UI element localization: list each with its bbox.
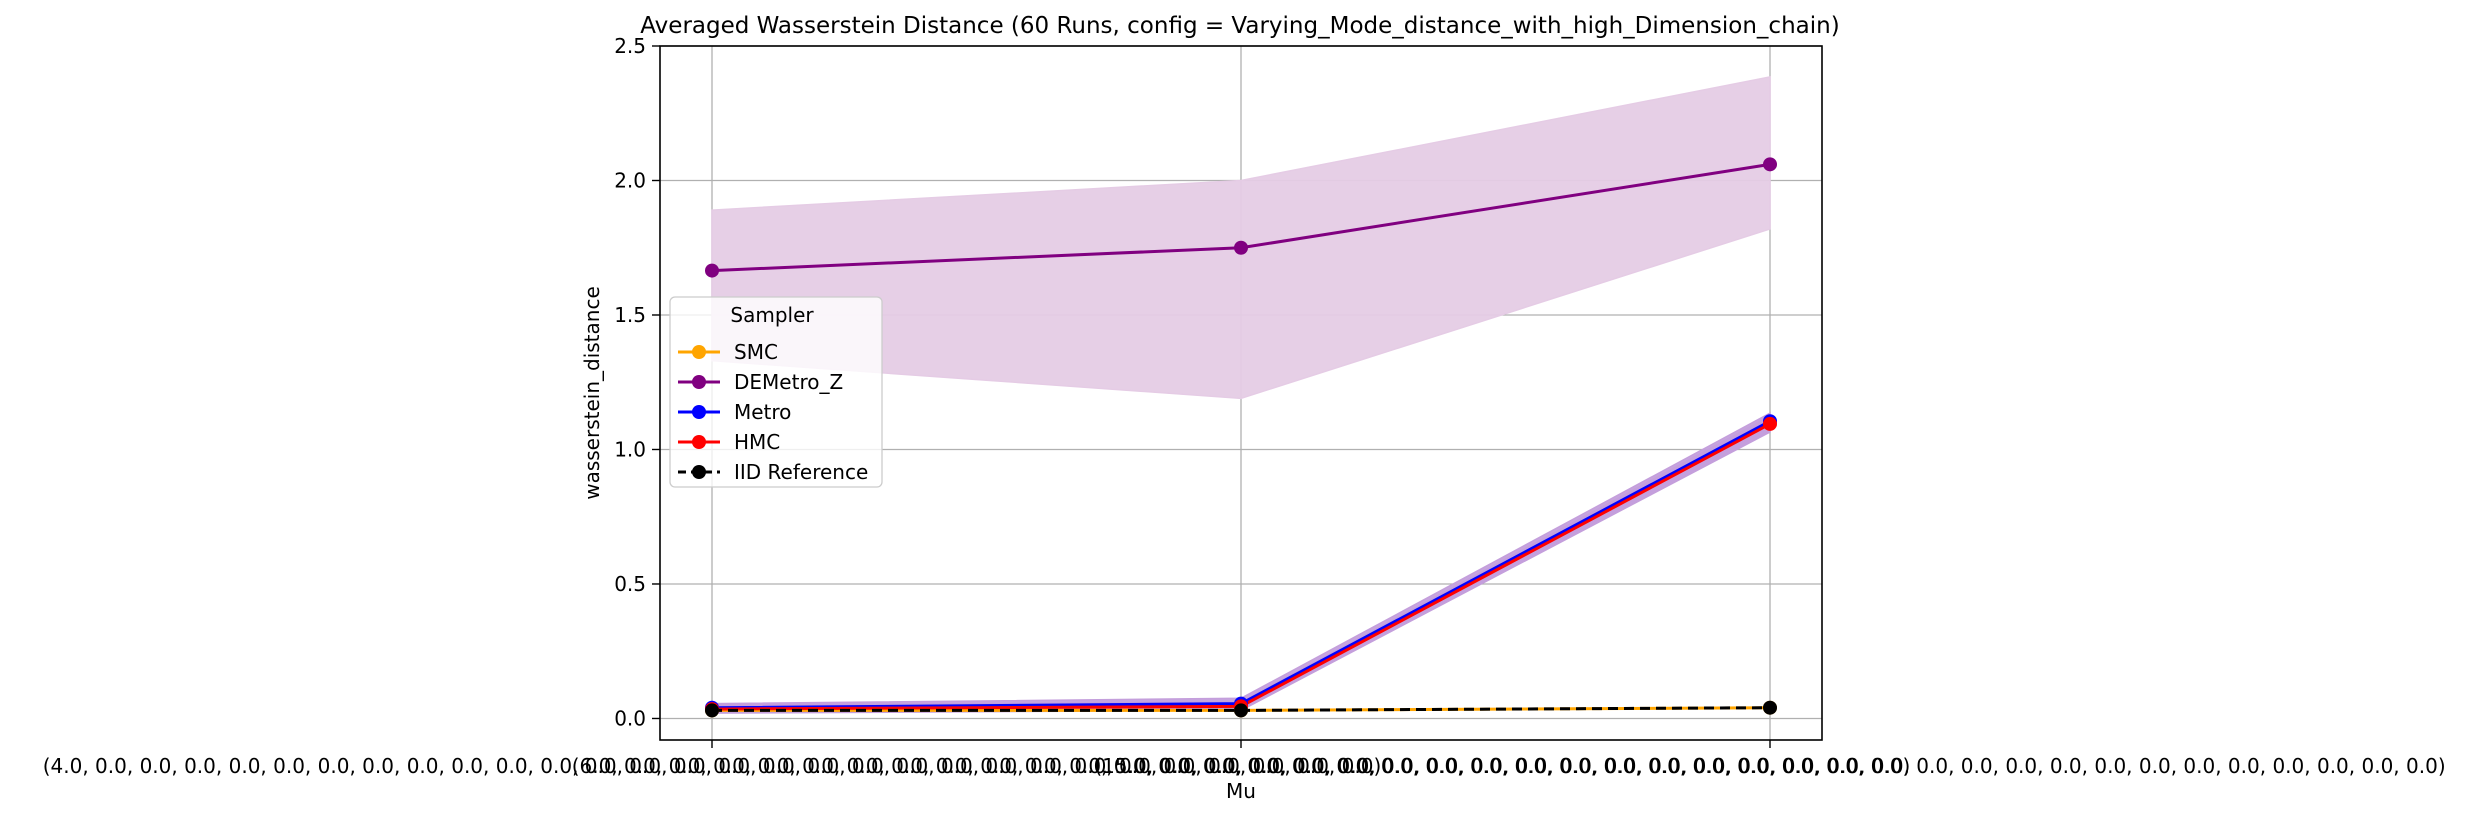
legend-marker-iid-reference bbox=[692, 465, 706, 479]
legend-marker-smc bbox=[692, 345, 706, 359]
y-tick-label: 0.5 bbox=[614, 572, 646, 596]
x-tick-label: (15.0, 0.0, 0.0, 0.0, 0.0, 0.0, 0.0, 0.0… bbox=[1094, 754, 2445, 778]
x-tick-label: (4.0, 0.0, 0.0, 0.0, 0.0, 0.0, 0.0, 0.0,… bbox=[43, 754, 1382, 778]
point-iid-reference bbox=[1763, 700, 1777, 715]
series-points bbox=[705, 157, 1777, 718]
legend-marker-demetro-z bbox=[692, 375, 706, 389]
x-axis: (4.0, 0.0, 0.0, 0.0, 0.0, 0.0, 0.0, 0.0,… bbox=[43, 740, 2446, 778]
point-demetro-z bbox=[705, 263, 719, 278]
x-axis-label: Mu bbox=[1226, 779, 1256, 803]
legend-label-demetro-z: DEMetro_Z bbox=[734, 370, 843, 394]
legend-title: Sampler bbox=[730, 303, 814, 327]
point-iid-reference bbox=[1234, 703, 1248, 718]
legend-label-iid-reference: IID Reference bbox=[734, 460, 868, 484]
chart-title: Averaged Wasserstein Distance (60 Runs, … bbox=[640, 13, 1839, 39]
legend-box bbox=[669, 296, 883, 488]
legend-marker-metro bbox=[692, 405, 706, 419]
point-demetro-z bbox=[1763, 157, 1777, 172]
legend-label-smc: SMC bbox=[734, 340, 778, 364]
point-hmc bbox=[1763, 416, 1777, 431]
point-demetro-z bbox=[1234, 240, 1248, 255]
legend-label-metro: Metro bbox=[734, 400, 791, 424]
y-tick-label: 2.5 bbox=[614, 34, 646, 58]
legend-label-hmc: HMC bbox=[734, 430, 780, 454]
y-axis: 0.0 0.5 1.0 1.5 2.0 2.5 bbox=[614, 34, 660, 730]
y-tick-label: 0.0 bbox=[614, 706, 646, 730]
legend: Sampler SMC DEMetro_Z Metro HMC IID Reference bbox=[669, 296, 883, 488]
y-tick-label: 2.0 bbox=[614, 168, 646, 192]
y-axis-label: wasserstein_distance bbox=[580, 286, 604, 500]
y-tick-label: 1.0 bbox=[614, 437, 646, 461]
x-tick-label: (6.0, 0.0, 0.0, 0.0, 0.0, 0.0, 0.0, 0.0,… bbox=[572, 754, 1911, 778]
y-tick-label: 1.5 bbox=[614, 303, 646, 327]
legend-marker-hmc bbox=[692, 435, 706, 449]
point-iid-reference bbox=[705, 703, 719, 718]
